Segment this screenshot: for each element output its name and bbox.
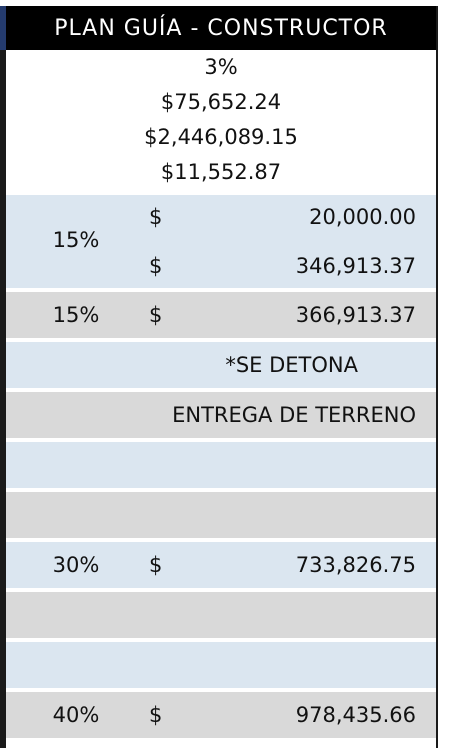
table-row-empty[interactable] (6, 492, 436, 538)
row-percent: 15% (52, 228, 100, 252)
table-row-note-detona[interactable]: *SE DETONA (6, 342, 436, 388)
currency-symbol: $ (149, 553, 163, 577)
currency-symbol: $ (149, 254, 163, 278)
row-percent: 30% (52, 553, 100, 577)
currency-symbol: $ (149, 205, 163, 229)
row-note: ENTREGA DE TERRENO (172, 403, 416, 427)
row-amount: 366,913.37 (295, 303, 416, 327)
currency-symbol: $ (149, 303, 163, 327)
table-row-empty[interactable] (6, 642, 436, 688)
row-divider (0, 385, 6, 387)
table-row-pago-30[interactable]: 30% $ 733,826.75 (6, 542, 436, 588)
table-row-pago-40[interactable]: 40% $ 978,435.66 (6, 692, 436, 738)
summary-amount-3: $11,552.87 (160, 160, 282, 184)
row-percent: 40% (52, 703, 100, 727)
plan-title: PLAN GUÍA - CONSTRUCTOR (54, 15, 388, 41)
table-row-enganche[interactable]: 15% $ 20,000.00 $ 346,913.37 (6, 195, 436, 288)
row-amount-1: 20,000.00 (309, 205, 416, 229)
table-row-empty[interactable] (6, 592, 436, 638)
summary-amount-2: $2,446,089.15 (144, 125, 298, 149)
row-amount: 733,826.75 (295, 553, 416, 577)
row-amount: 978,435.66 (295, 703, 416, 727)
table-row-note-entrega[interactable]: ENTREGA DE TERRENO (6, 392, 436, 438)
currency-symbol: $ (149, 703, 163, 727)
row-amount-2: 346,913.37 (295, 254, 416, 278)
left-border (0, 6, 6, 748)
row-note: *SE DETONA (225, 353, 358, 377)
summary-percent: 3% (204, 55, 238, 79)
right-border (436, 6, 438, 748)
summary-cell[interactable]: 3% $75,652.24 $2,446,089.15 $11,552.87 (6, 50, 436, 193)
row-percent: 15% (52, 303, 100, 327)
plan-header: PLAN GUÍA - CONSTRUCTOR (6, 6, 436, 50)
summary-amount-1: $75,652.24 (160, 90, 282, 114)
table-row-empty[interactable] (6, 442, 436, 488)
table-row-total-15[interactable]: 15% $ 366,913.37 (6, 292, 436, 338)
left-header-accent (0, 6, 6, 50)
